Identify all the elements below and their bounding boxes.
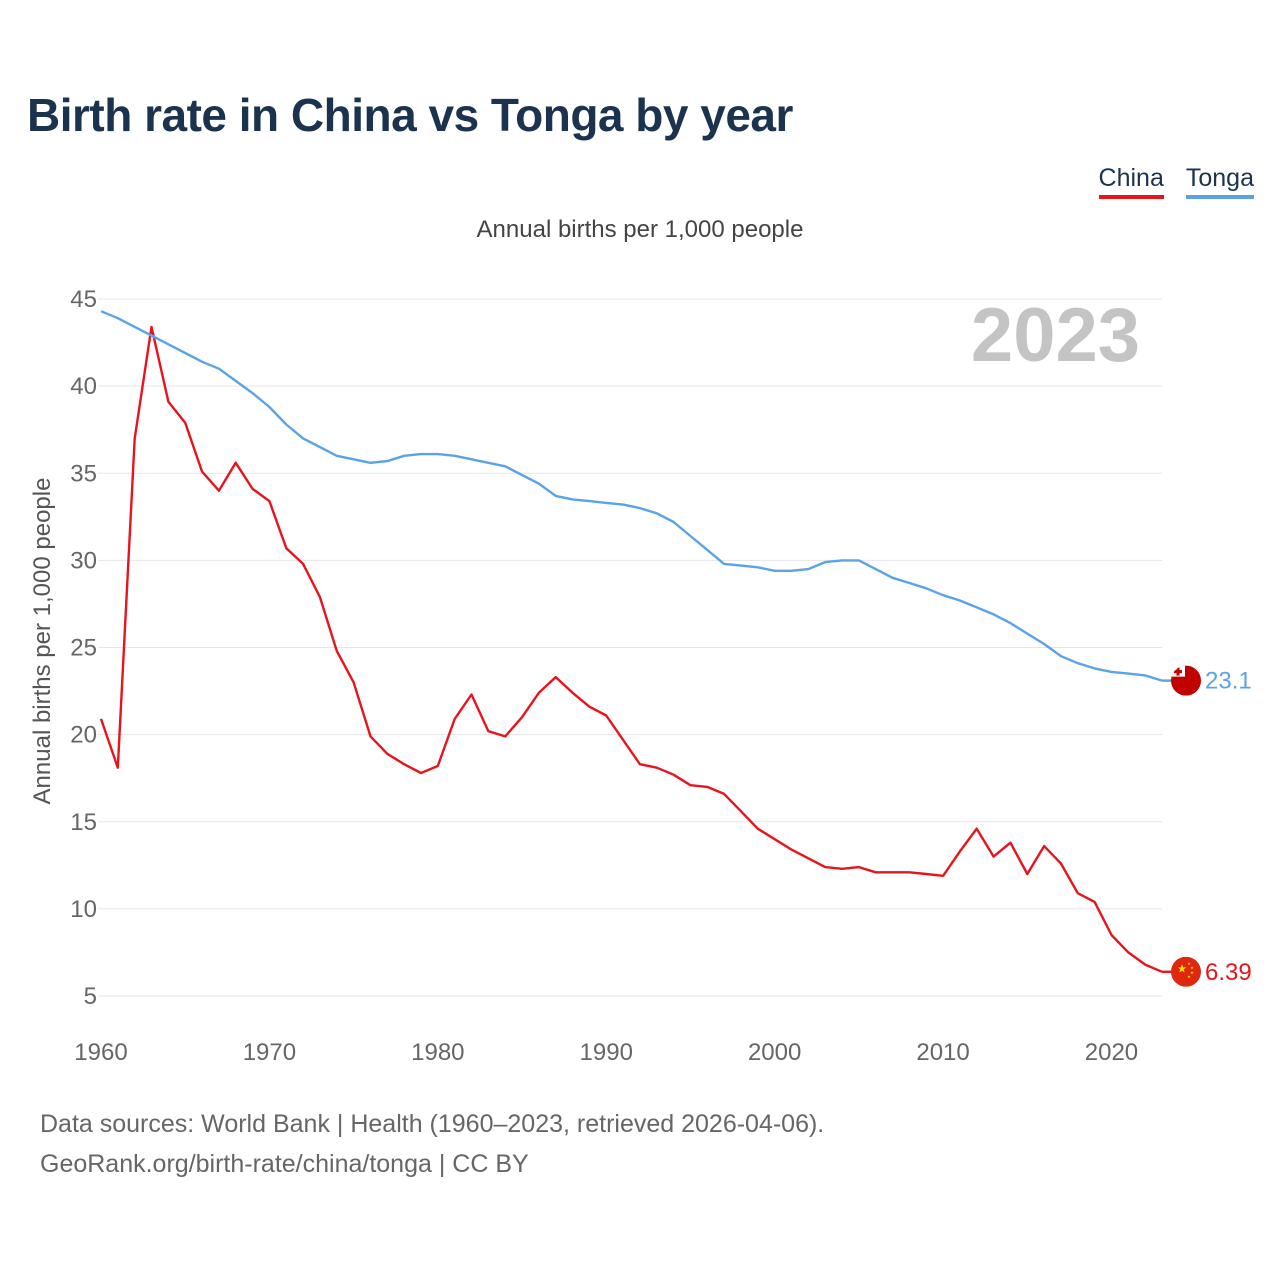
chart-title: Birth rate in China vs Tonga by year [27,89,793,141]
legend-item-china[interactable]: China [1098,164,1164,199]
y-axis-label: Annual births per 1,000 people [29,478,56,805]
y-tick-label: 35 [70,460,97,487]
x-tick-label: 1990 [580,1039,633,1066]
x-tick-label: 1960 [74,1039,127,1066]
source-line-1: Data sources: World Bank | Health (1960–… [40,1110,825,1138]
y-tick-label: 45 [70,286,97,313]
source-note: Data sources: World Bank | Health (1960–… [40,1104,824,1184]
series-line-china [99,325,1163,973]
legend: China Tonga [1098,164,1254,199]
legend-item-tonga[interactable]: Tonga [1185,164,1254,199]
end-value-label-china: 6.39 [1205,959,1252,986]
year-label: 2023 [971,293,1140,378]
y-tick-label: 20 [70,722,97,749]
x-tick-label: 1980 [411,1039,464,1066]
end-markers: 6.39 23.1 [1162,665,1252,987]
line-chart: 5 10 15 20 25 30 35 40 45 1960 1970 1980 1990 2000 20… [29,286,1252,1066]
source-line-2: GeoRank.org/birth-rate/china/tonga | CC … [40,1150,529,1178]
grid [98,298,1162,997]
y-tick-label: 25 [70,635,97,662]
tonga-flag [1171,665,1201,696]
chart-subtitle: Annual births per 1,000 people [476,216,804,243]
y-tick-label: 30 [70,547,97,574]
y-tick-label: 5 [84,983,97,1010]
y-tick-label: 40 [70,373,97,400]
china-flag [1171,956,1201,987]
x-tick-label: 2020 [1085,1039,1138,1066]
y-axis-ticks: 5 10 15 20 25 30 35 40 45 [70,286,97,1010]
series-line-tonga [100,310,1163,682]
y-tick-label: 15 [70,809,97,836]
y-tick-label: 10 [70,896,97,923]
x-tick-label: 1970 [243,1039,296,1066]
series-lines [99,310,1163,973]
x-axis-ticks: 1960 1970 1980 1990 2000 2010 2020 [74,1039,1138,1066]
x-tick-label: 2000 [748,1039,801,1066]
end-value-label-tonga: 23.1 [1205,668,1252,695]
x-tick-label: 2010 [916,1039,969,1066]
